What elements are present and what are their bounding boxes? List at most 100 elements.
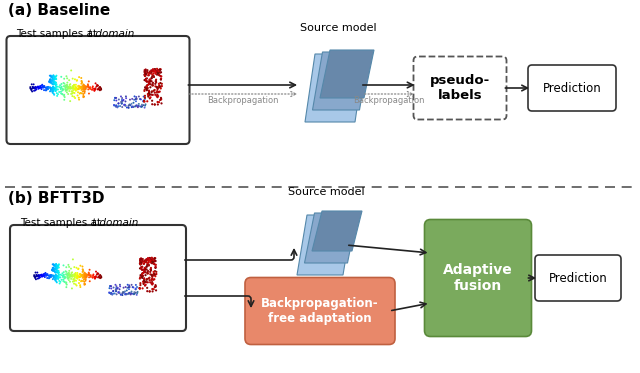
Point bbox=[60, 275, 70, 280]
Point bbox=[106, 290, 116, 296]
Point bbox=[72, 270, 83, 276]
Point bbox=[85, 84, 95, 90]
Point bbox=[79, 84, 89, 90]
Point bbox=[157, 83, 167, 89]
Point bbox=[81, 276, 91, 282]
Point bbox=[81, 272, 91, 278]
Point bbox=[105, 283, 115, 289]
Point bbox=[39, 273, 49, 279]
Point bbox=[61, 88, 71, 94]
Point bbox=[50, 276, 60, 282]
Point bbox=[147, 260, 157, 266]
Point bbox=[150, 283, 161, 289]
Point bbox=[36, 272, 47, 278]
Point bbox=[47, 75, 58, 81]
Point bbox=[150, 284, 160, 290]
Point bbox=[152, 72, 162, 78]
Point bbox=[83, 272, 93, 278]
Point bbox=[79, 87, 90, 93]
Point bbox=[51, 73, 61, 79]
Point bbox=[141, 85, 152, 91]
Point bbox=[74, 95, 84, 101]
Point bbox=[150, 78, 161, 84]
Point bbox=[140, 88, 150, 94]
Point bbox=[149, 270, 159, 276]
Point bbox=[156, 76, 166, 82]
Point bbox=[93, 273, 104, 279]
Point bbox=[79, 88, 90, 94]
Point bbox=[76, 90, 86, 96]
Point bbox=[148, 80, 158, 86]
Point bbox=[141, 66, 151, 72]
Point bbox=[123, 291, 133, 297]
Point bbox=[31, 273, 42, 279]
Point bbox=[51, 262, 61, 268]
Point bbox=[111, 287, 121, 293]
Point bbox=[118, 289, 129, 295]
Point bbox=[75, 84, 85, 90]
Point bbox=[140, 73, 150, 79]
Point bbox=[141, 85, 152, 91]
Point bbox=[62, 75, 72, 81]
Point bbox=[115, 286, 125, 292]
Point bbox=[152, 90, 162, 95]
Point bbox=[140, 276, 150, 282]
Point bbox=[31, 272, 42, 278]
Point bbox=[150, 92, 161, 98]
Point bbox=[74, 277, 84, 283]
Point bbox=[74, 85, 84, 91]
Point bbox=[74, 97, 84, 103]
Point bbox=[155, 89, 165, 95]
Point bbox=[115, 103, 125, 109]
Point bbox=[52, 265, 62, 271]
Text: Backpropagation: Backpropagation bbox=[353, 96, 424, 105]
Point bbox=[67, 88, 77, 94]
Point bbox=[131, 286, 141, 292]
Point bbox=[95, 87, 105, 93]
Point bbox=[151, 77, 161, 83]
Text: Prediction: Prediction bbox=[548, 272, 607, 285]
Point bbox=[72, 86, 82, 92]
Point bbox=[143, 270, 153, 276]
Point bbox=[29, 272, 39, 278]
Point bbox=[148, 257, 158, 263]
Point bbox=[140, 93, 150, 99]
Point bbox=[131, 96, 141, 102]
Point bbox=[145, 80, 155, 86]
Point bbox=[35, 84, 45, 90]
Point bbox=[35, 85, 45, 91]
Point bbox=[44, 275, 54, 281]
Point bbox=[50, 266, 60, 272]
Point bbox=[81, 84, 91, 90]
Point bbox=[148, 70, 159, 76]
Point bbox=[95, 84, 105, 90]
Point bbox=[58, 273, 68, 279]
Point bbox=[128, 104, 138, 110]
Point bbox=[28, 84, 38, 90]
Point bbox=[71, 85, 81, 91]
Point bbox=[150, 101, 160, 107]
Point bbox=[146, 70, 156, 76]
Point bbox=[90, 276, 100, 282]
Point bbox=[147, 75, 157, 81]
Point bbox=[58, 263, 68, 269]
Text: t domain: t domain bbox=[88, 29, 135, 39]
Point bbox=[143, 94, 154, 100]
Point bbox=[71, 278, 81, 284]
Point bbox=[143, 93, 154, 98]
Point bbox=[154, 72, 164, 78]
Point bbox=[111, 288, 121, 294]
Point bbox=[65, 274, 76, 280]
Point bbox=[131, 282, 141, 288]
Point bbox=[140, 258, 150, 264]
Point bbox=[64, 272, 74, 278]
Point bbox=[76, 84, 86, 90]
Point bbox=[61, 83, 71, 89]
Point bbox=[116, 101, 127, 107]
Point bbox=[61, 84, 72, 90]
Point bbox=[145, 275, 155, 281]
Point bbox=[113, 289, 124, 295]
Point bbox=[92, 270, 102, 276]
Point bbox=[28, 85, 38, 91]
Point bbox=[52, 264, 63, 270]
